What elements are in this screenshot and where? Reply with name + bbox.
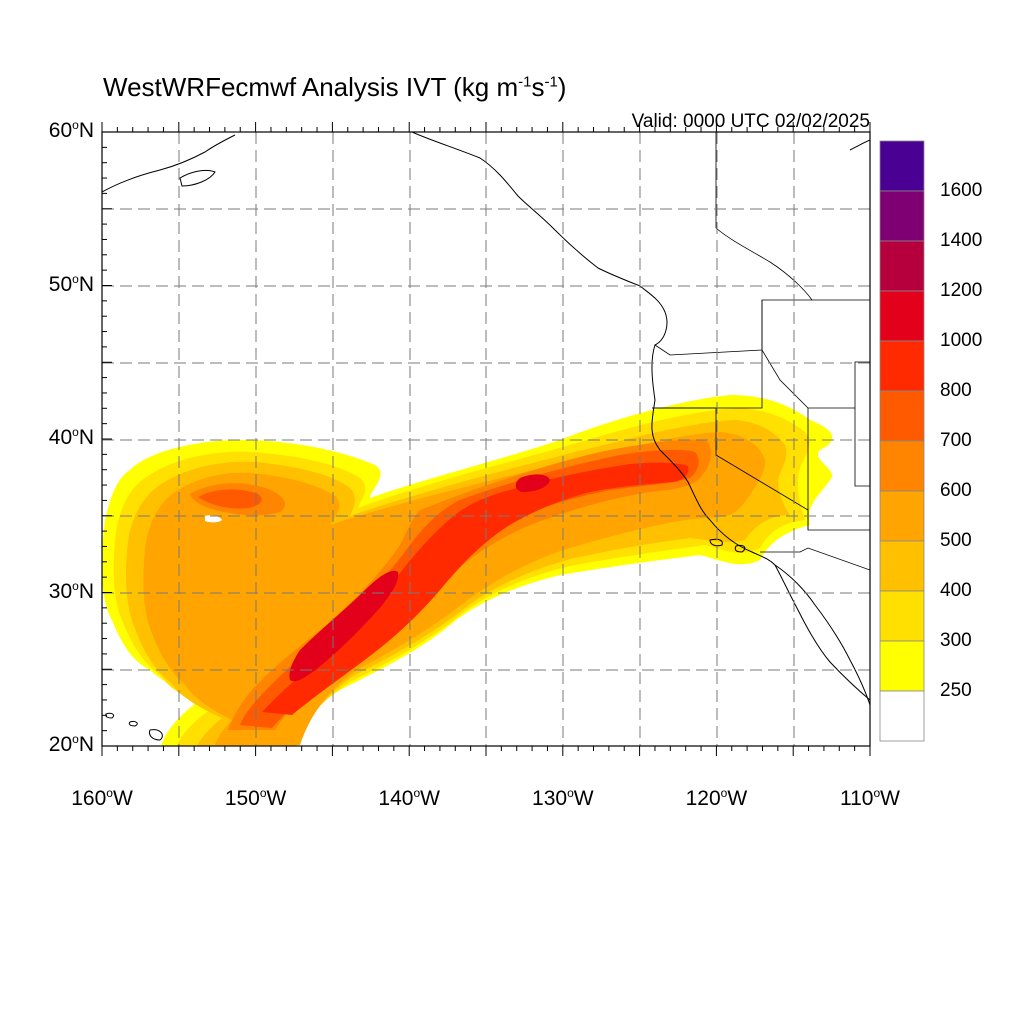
ivt-contour-1000 xyxy=(289,474,550,682)
colorbar-label: 500 xyxy=(940,530,972,551)
colorbar-swatch xyxy=(879,140,925,192)
east-coast-top xyxy=(849,139,870,151)
channel-islands xyxy=(709,538,746,553)
valid-time: Valid: 0000 UTC 02/02/2025 xyxy=(631,111,870,132)
colorbar-swatch xyxy=(879,540,925,592)
coastlines xyxy=(102,132,870,741)
map-title: WestWRFecmwf Analysis IVT (kg m-1s-1) xyxy=(103,72,567,102)
colorbar xyxy=(879,140,925,742)
ut-co-border xyxy=(854,408,870,487)
colorbar-swatch xyxy=(879,340,925,392)
lon-label: 130oW xyxy=(532,786,594,810)
us-mexico-border xyxy=(760,547,870,571)
colorbar-label: 700 xyxy=(940,430,972,451)
colorbar-label: 600 xyxy=(940,480,972,501)
ivt-contour-800 xyxy=(262,462,689,715)
lat-label: 60oN xyxy=(48,118,94,142)
political-borders xyxy=(652,132,870,571)
colorbar-label: 1200 xyxy=(940,280,983,301)
colorbar-swatch xyxy=(879,640,925,692)
nv-az-border xyxy=(807,408,870,531)
colorbar-swatch xyxy=(879,390,925,442)
lat-label: 40oN xyxy=(48,425,94,449)
kodiak xyxy=(179,169,216,187)
alaska-peninsula xyxy=(102,134,236,193)
lon-label: 110oW xyxy=(840,786,900,810)
colorbar-label: 250 xyxy=(940,680,972,701)
lon-label: 120oW xyxy=(685,786,748,810)
colorbar-label: 1000 xyxy=(940,330,983,351)
lon-label: 150oW xyxy=(224,786,287,810)
baja-coast xyxy=(774,564,870,706)
colorbar-swatch xyxy=(879,590,925,642)
colorbar-swatch xyxy=(879,490,925,542)
colorbar-swatch xyxy=(879,240,925,292)
ivt-gap xyxy=(205,515,222,523)
colorbar-label: 1600 xyxy=(940,180,983,201)
colorbar-label: 300 xyxy=(940,630,972,651)
axis-ticks xyxy=(101,122,871,756)
lat-label: 30oN xyxy=(48,578,94,603)
ivt-field xyxy=(102,132,870,746)
colorbar-label: 800 xyxy=(940,380,972,401)
colorbar-label: 1400 xyxy=(940,230,983,251)
lat-label: 20oN xyxy=(48,732,94,756)
colorbar-label: 400 xyxy=(940,580,972,601)
lat-label: 50oN xyxy=(48,271,94,296)
id-border xyxy=(761,300,870,409)
graticule xyxy=(102,132,870,746)
colorbar-swatch xyxy=(879,440,925,492)
colorbar-swatch xyxy=(879,690,925,742)
hawaii-islands xyxy=(105,712,163,741)
lon-label: 160oW xyxy=(71,786,133,810)
lon-label: 140oW xyxy=(378,786,440,810)
alaska-canada-border xyxy=(715,132,813,301)
colorbar-swatch xyxy=(879,290,925,342)
alaska-coast xyxy=(411,132,870,701)
colorbar-swatch xyxy=(879,190,925,242)
